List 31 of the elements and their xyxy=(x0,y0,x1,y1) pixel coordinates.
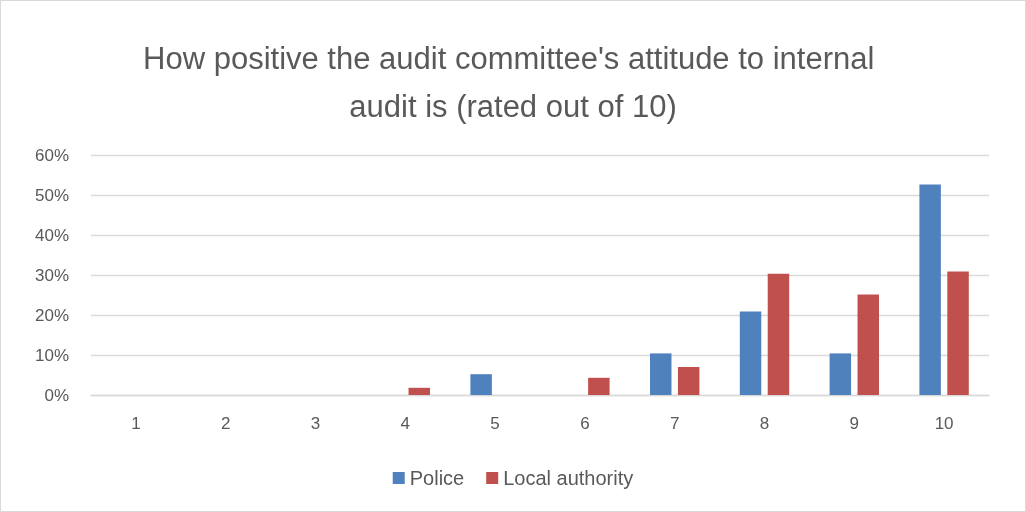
x-tick-label: 10 xyxy=(934,414,954,433)
bar xyxy=(767,273,790,395)
y-tick-label: 30% xyxy=(34,265,69,285)
y-tick-label: 0% xyxy=(44,385,69,405)
y-tick-label: 50% xyxy=(34,185,69,205)
y-tick-label: 20% xyxy=(34,305,69,325)
bar xyxy=(739,311,762,395)
x-tick-label: 7 xyxy=(669,414,680,433)
bar xyxy=(919,184,941,395)
x-tick-label: 6 xyxy=(580,414,590,433)
x-tick-label: 8 xyxy=(759,414,770,433)
legend-label: Police xyxy=(409,467,465,489)
x-tick-label: 2 xyxy=(220,414,231,433)
y-tick-label: 60% xyxy=(34,145,69,165)
x-tick-label: 9 xyxy=(849,414,860,433)
y-tick-label: 40% xyxy=(34,225,69,245)
x-tick-label: 3 xyxy=(310,414,321,433)
y-tick-label: 10% xyxy=(34,345,69,365)
bar xyxy=(677,367,700,395)
bar xyxy=(829,353,852,395)
bar xyxy=(588,377,610,395)
x-tick-label: 5 xyxy=(490,414,500,433)
chart-title: How positive the audit committee's attitude to internal audit is (rated out of 10) xyxy=(143,40,883,124)
x-tick-label: 1 xyxy=(131,414,141,433)
bar xyxy=(408,387,430,395)
x-tick-label: 4 xyxy=(400,414,411,433)
bar xyxy=(947,271,969,395)
legend-label: Local authority xyxy=(503,467,634,489)
bar xyxy=(470,374,492,395)
bar xyxy=(650,353,672,395)
bar xyxy=(857,294,879,395)
